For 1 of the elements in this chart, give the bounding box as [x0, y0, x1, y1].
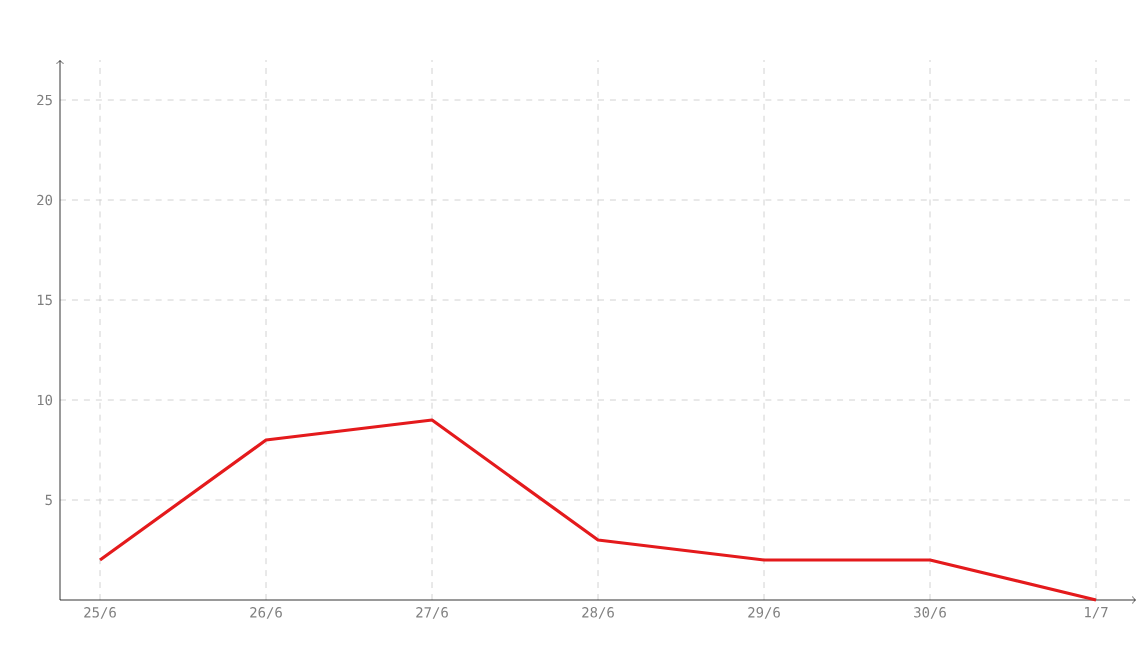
line-series — [98, 418, 1098, 602]
